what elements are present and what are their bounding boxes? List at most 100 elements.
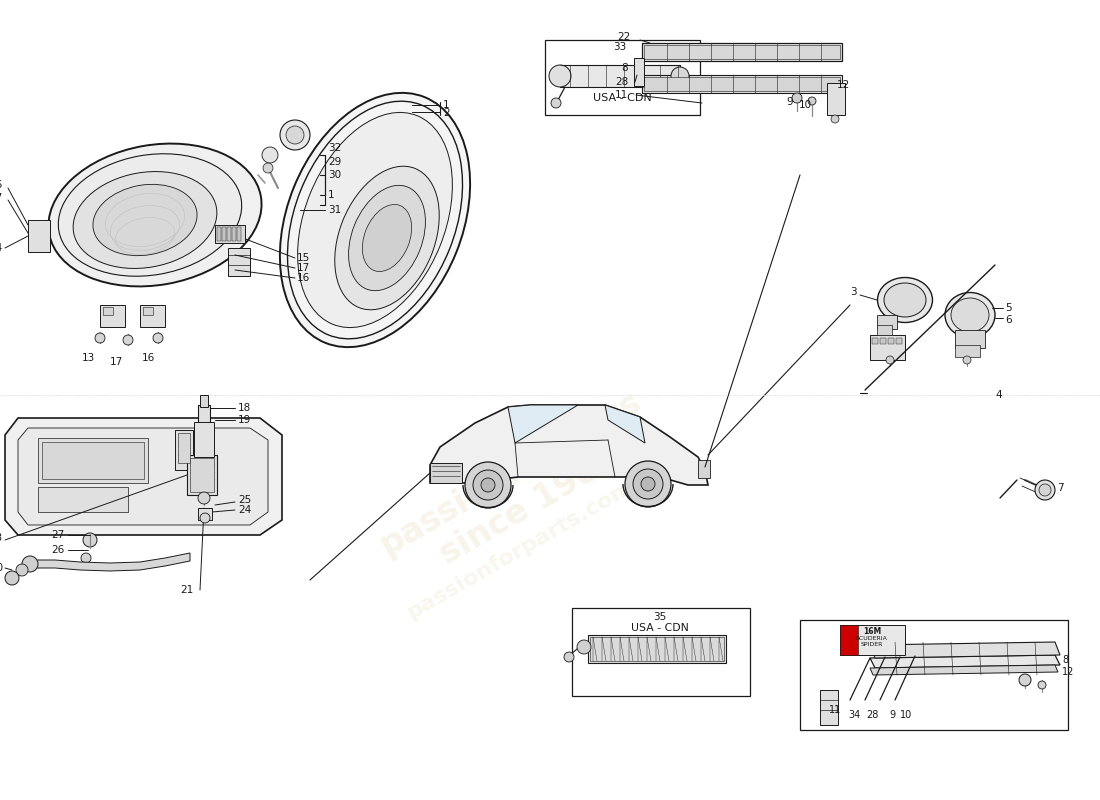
- Bar: [642, 75, 842, 93]
- Text: 1: 1: [443, 100, 450, 110]
- Text: 18: 18: [238, 403, 251, 413]
- Bar: [896, 338, 902, 344]
- Circle shape: [962, 356, 971, 364]
- Bar: [827, 83, 845, 115]
- Text: 17: 17: [297, 263, 310, 273]
- Text: 3: 3: [850, 287, 857, 297]
- Circle shape: [1040, 484, 1050, 496]
- Polygon shape: [870, 655, 1060, 668]
- Circle shape: [262, 147, 278, 163]
- Text: 9: 9: [786, 97, 793, 107]
- Circle shape: [671, 67, 689, 85]
- Polygon shape: [430, 405, 708, 485]
- Bar: [175, 430, 192, 470]
- Bar: [877, 315, 896, 329]
- Text: 17: 17: [109, 357, 122, 367]
- Polygon shape: [870, 642, 1060, 658]
- Ellipse shape: [878, 278, 933, 322]
- Text: 9: 9: [889, 710, 895, 720]
- Circle shape: [16, 564, 28, 576]
- Text: 16: 16: [0, 180, 3, 190]
- Text: 10: 10: [900, 710, 912, 720]
- Text: 20: 20: [0, 563, 3, 573]
- Text: 5: 5: [1005, 303, 1012, 313]
- Bar: [232, 227, 236, 241]
- Circle shape: [1035, 480, 1055, 500]
- Polygon shape: [870, 665, 1058, 675]
- Circle shape: [95, 333, 104, 343]
- Ellipse shape: [279, 93, 470, 347]
- Bar: [955, 345, 980, 357]
- Bar: [820, 690, 838, 725]
- Bar: [39, 487, 128, 512]
- Circle shape: [1038, 681, 1046, 689]
- Bar: [544, 40, 700, 115]
- Bar: [103, 307, 113, 315]
- Circle shape: [792, 93, 802, 103]
- Ellipse shape: [945, 293, 996, 338]
- Bar: [430, 463, 462, 483]
- Circle shape: [153, 333, 163, 343]
- Bar: [590, 637, 724, 661]
- Text: USA - CDN: USA - CDN: [593, 93, 651, 103]
- Text: 32: 32: [328, 143, 341, 153]
- Bar: [217, 227, 221, 241]
- Text: 14: 14: [0, 243, 3, 253]
- Bar: [800, 620, 1068, 730]
- Text: 6: 6: [1005, 315, 1012, 325]
- Bar: [644, 77, 840, 91]
- Text: 10: 10: [799, 100, 812, 110]
- Bar: [42, 442, 144, 479]
- Bar: [872, 338, 878, 344]
- Ellipse shape: [298, 113, 452, 327]
- Circle shape: [6, 571, 19, 585]
- Polygon shape: [508, 405, 578, 443]
- Circle shape: [473, 470, 503, 500]
- Text: 13: 13: [81, 353, 95, 363]
- Ellipse shape: [48, 143, 262, 286]
- Circle shape: [200, 513, 210, 523]
- Circle shape: [280, 120, 310, 150]
- Text: SPIDER: SPIDER: [861, 642, 883, 646]
- Bar: [39, 438, 148, 483]
- Bar: [200, 395, 208, 407]
- Polygon shape: [605, 405, 645, 443]
- Bar: [840, 625, 905, 655]
- Circle shape: [198, 492, 210, 504]
- Bar: [572, 608, 750, 696]
- Text: 12: 12: [1062, 667, 1075, 677]
- Ellipse shape: [884, 283, 926, 317]
- Circle shape: [549, 65, 571, 87]
- Circle shape: [641, 477, 654, 491]
- Bar: [644, 45, 840, 59]
- Text: 16: 16: [297, 273, 310, 283]
- Circle shape: [481, 478, 495, 492]
- Bar: [588, 635, 726, 663]
- Bar: [698, 460, 710, 478]
- Polygon shape: [6, 418, 282, 535]
- Bar: [187, 455, 217, 495]
- Circle shape: [263, 163, 273, 173]
- Text: 35: 35: [653, 612, 667, 622]
- Circle shape: [1019, 674, 1031, 686]
- Bar: [228, 248, 250, 276]
- Bar: [143, 307, 153, 315]
- Text: 28: 28: [615, 77, 628, 87]
- Ellipse shape: [73, 171, 217, 269]
- Text: 24: 24: [238, 505, 251, 515]
- Bar: [880, 338, 886, 344]
- Text: 11: 11: [615, 90, 628, 100]
- Bar: [28, 220, 50, 252]
- Bar: [198, 405, 210, 425]
- Text: 33: 33: [614, 42, 627, 52]
- Circle shape: [465, 462, 512, 508]
- Bar: [642, 43, 842, 61]
- Text: 23: 23: [0, 533, 3, 543]
- Bar: [140, 305, 165, 327]
- Bar: [100, 305, 125, 327]
- Text: 16: 16: [142, 353, 155, 363]
- Circle shape: [286, 126, 304, 144]
- Text: 11: 11: [829, 705, 842, 715]
- Circle shape: [830, 115, 839, 123]
- Text: passionforparts.com: passionforparts.com: [404, 477, 637, 623]
